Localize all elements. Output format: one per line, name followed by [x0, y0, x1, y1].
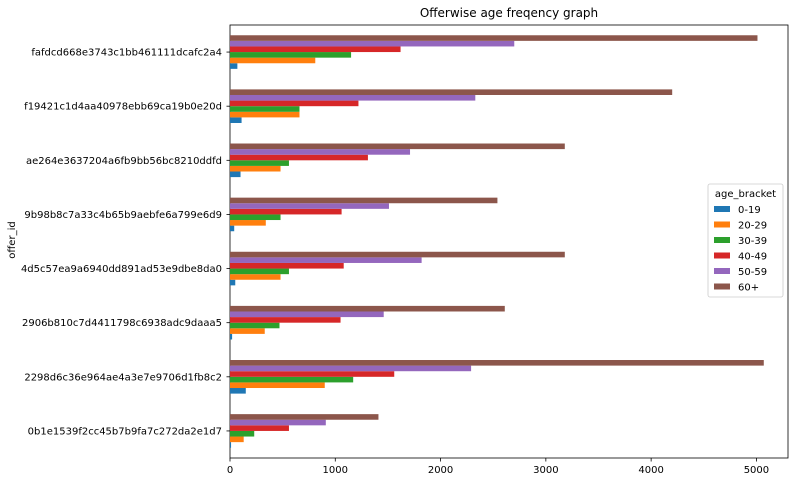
y-tick-label: fafdcd668e3743c1bb461111dcafc2a4: [31, 48, 222, 59]
y-tick-label: 2906b810c7d4411798c6938adc9daaa5: [22, 318, 222, 329]
y-axis-label: offer_id: [7, 221, 18, 258]
bar-40-49-4: [230, 208, 342, 215]
x-tick-label: 3000: [533, 465, 558, 476]
bar-50-59-6: [230, 94, 476, 101]
y-tick-label: ae264e3637204a6fb9bb56bc8210ddfd: [26, 156, 222, 167]
bar-20-29-2: [230, 328, 265, 334]
legend-label: 40-49: [738, 252, 767, 263]
x-tick-label: 1000: [323, 465, 348, 476]
legend-swatch: [714, 283, 730, 290]
bar-50-59-3: [230, 257, 422, 263]
legend-swatch: [714, 206, 730, 212]
bar-0-19-1: [230, 388, 246, 394]
bar-60+-4: [230, 197, 498, 204]
bar-30-39-4: [230, 214, 281, 221]
y-tick-label: 9b98b8c7a33c4b65b9aebfe6a799e6d9: [24, 210, 222, 221]
bar-60+-1: [230, 360, 764, 366]
bar-60+-3: [230, 251, 565, 258]
bar-0-19-0: [230, 442, 232, 448]
bar-0-19-7: [230, 63, 238, 69]
bar-60+-0: [230, 414, 379, 420]
y-tick-label: f19421c1d4aa40978ebb69ca19b0e20d: [24, 102, 222, 113]
bar-0-19-2: [230, 333, 233, 340]
legend: age_bracket 0-19 20-29 30-39 40-49 50-59 60+: [707, 183, 784, 298]
legend-label: 30-39: [738, 236, 767, 247]
bar-20-29-3: [230, 274, 281, 280]
bar-50-59-7: [230, 40, 515, 47]
legend-label: 0-19: [738, 205, 761, 216]
legend-title: age_bracket: [715, 189, 776, 200]
bar-30-39-2: [230, 322, 280, 329]
bar-30-39-0: [230, 430, 255, 437]
legend-swatch: [714, 252, 730, 259]
bar-50-59-2: [230, 311, 384, 318]
bar-20-29-7: [230, 57, 316, 64]
x-tick-label: 2000: [428, 465, 453, 476]
bar-20-29-1: [230, 382, 325, 389]
legend-label: 60+: [738, 283, 759, 294]
chart-title: Offerwise age freqency graph: [420, 6, 598, 20]
bar-30-39-1: [230, 376, 354, 383]
bar-60+-5: [230, 143, 565, 150]
bar-60+-2: [230, 305, 505, 312]
x-tick-label: 0: [227, 465, 233, 476]
bar-20-29-6: [230, 111, 300, 118]
x-tick-label: 5000: [744, 465, 769, 476]
y-tick-label: 0b1e1539f2cc45b7b9fa7c272da2e1d7: [28, 426, 222, 437]
bar-60+-7: [230, 35, 758, 41]
bar-0-19-3: [230, 279, 236, 286]
legend-label: 20-29: [738, 221, 767, 232]
bar-50-59-1: [230, 365, 472, 372]
bar-20-29-4: [230, 220, 266, 226]
plot-area: 0b1e1539f2cc45b7b9fa7c272da2e1d7 2298d6c3…: [21, 24, 789, 476]
bar-30-39-5: [230, 160, 289, 166]
bar-50-59-5: [230, 149, 411, 155]
bar-40-49-1: [230, 371, 395, 377]
bar-30-39-6: [230, 106, 300, 112]
bar-0-19-4: [230, 225, 235, 232]
legend-label: 50-59: [738, 267, 767, 278]
bar-40-49-0: [230, 425, 289, 431]
bar-40-49-2: [230, 317, 341, 323]
bar-30-39-3: [230, 268, 289, 275]
legend-swatch: [714, 237, 730, 243]
bar-0-19-5: [230, 171, 241, 178]
legend-swatch: [714, 221, 730, 228]
x-tick-label: 4000: [638, 465, 663, 476]
bar-40-49-7: [230, 46, 401, 53]
bar-50-59-0: [230, 419, 326, 426]
bar-50-59-4: [230, 203, 389, 209]
bar-20-29-0: [230, 436, 244, 443]
bar-30-39-7: [230, 52, 352, 58]
bar-40-49-5: [230, 154, 368, 161]
bar-60+-6: [230, 89, 673, 95]
legend-swatch: [714, 268, 730, 274]
bar-40-49-6: [230, 100, 359, 107]
y-tick-label: 2298d6c36e964ae4a3e7e9706d1fb8c2: [24, 372, 222, 383]
bar-40-49-3: [230, 262, 344, 269]
bar-0-19-6: [230, 117, 242, 123]
y-tick-label: 4d5c57ea9a6940dd891ad53e9dbe8da0: [21, 264, 222, 275]
bar-20-29-5: [230, 165, 281, 172]
